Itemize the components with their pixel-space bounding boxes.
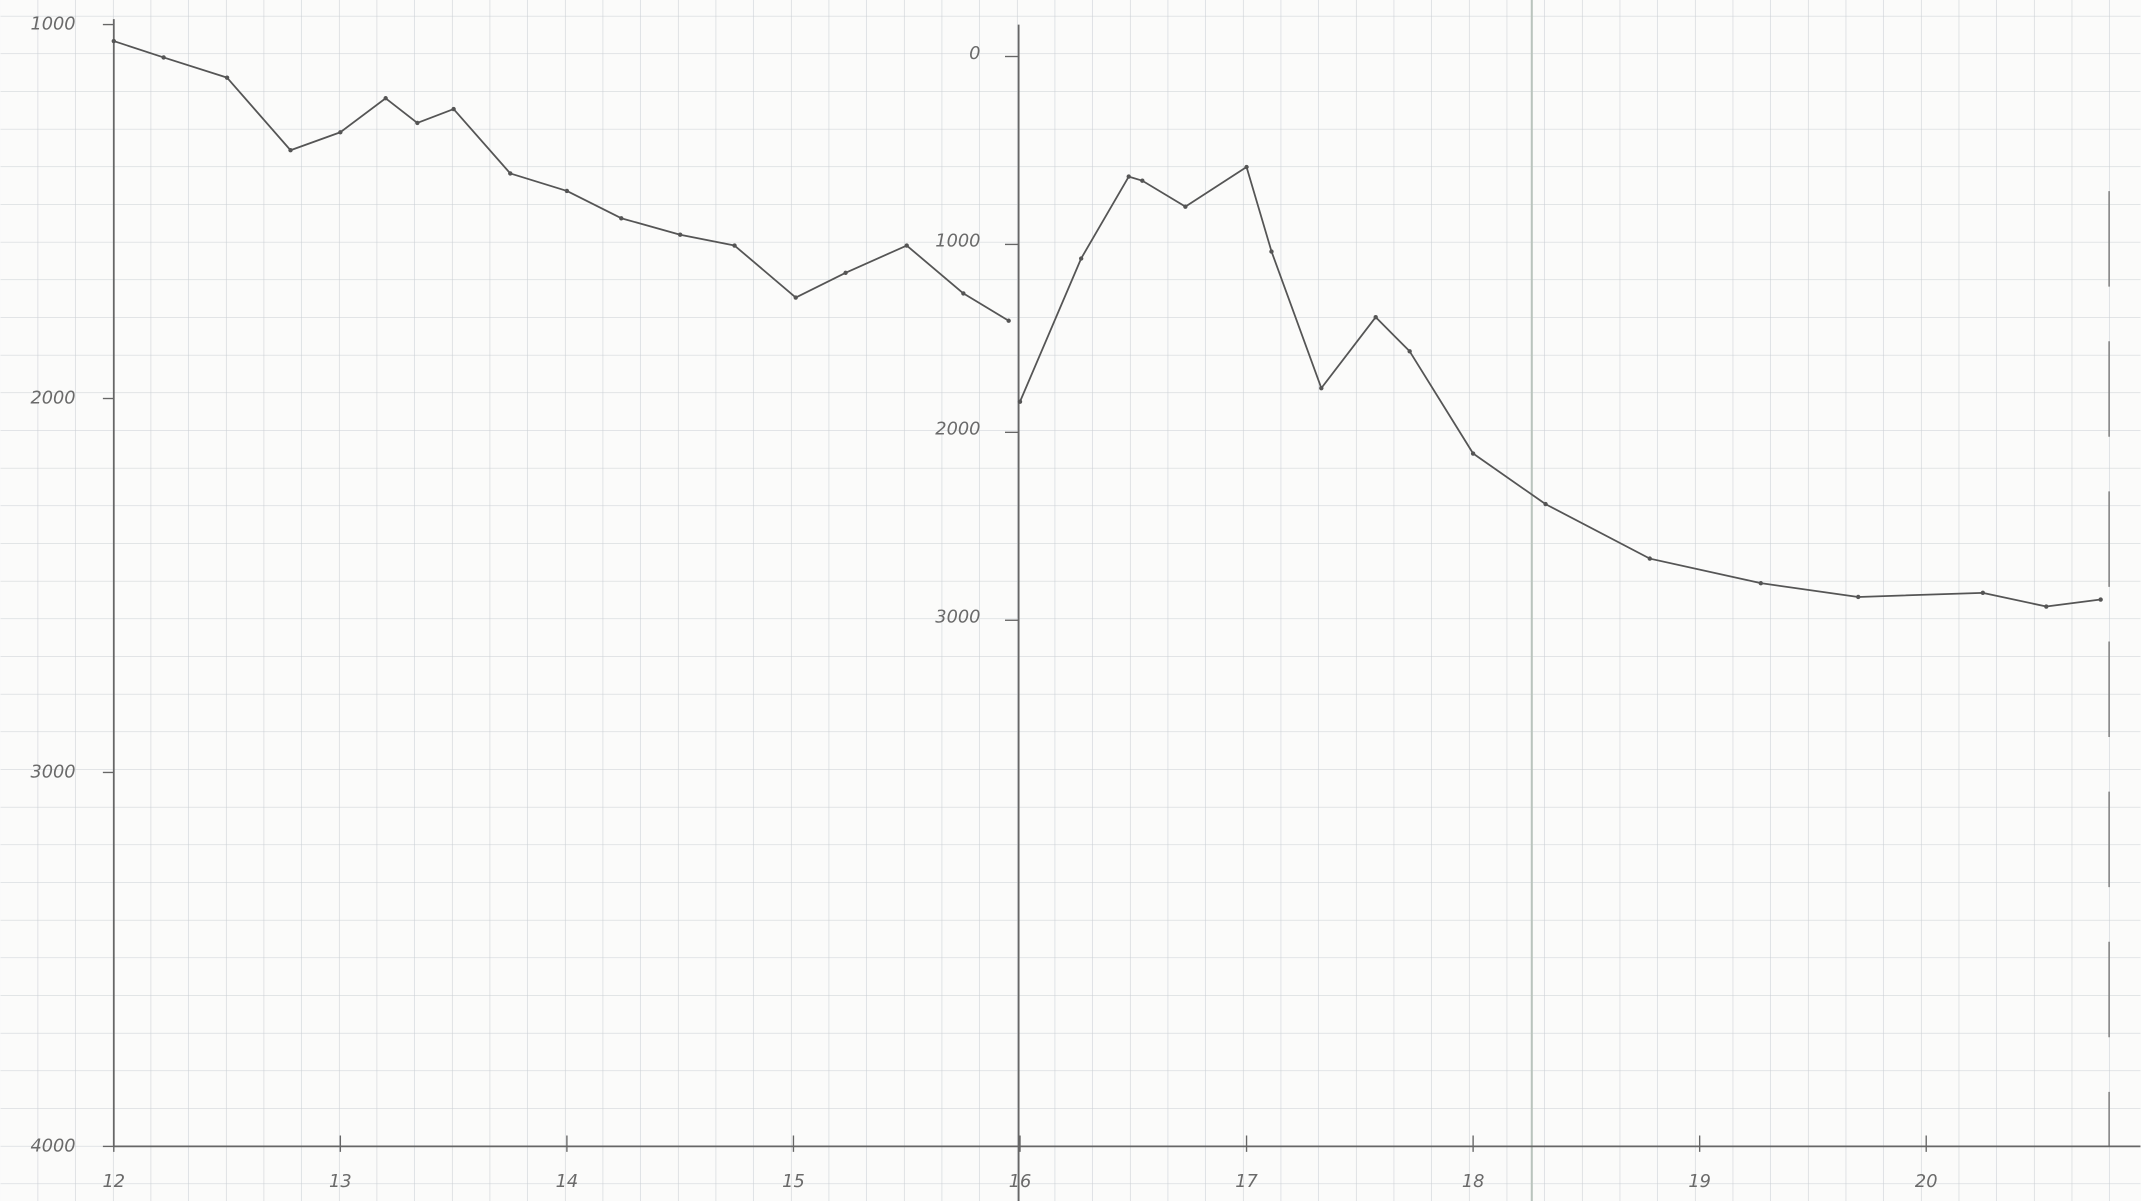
data-point — [224, 75, 230, 80]
data-point — [564, 188, 570, 194]
data-point — [1006, 318, 1011, 323]
data-point — [383, 96, 388, 101]
data-point — [1017, 399, 1023, 404]
data-point — [904, 243, 909, 248]
x-tick-label: 16 — [1009, 1172, 1032, 1192]
data-point — [2044, 604, 2049, 609]
y2-tick-label: 2000 — [935, 420, 980, 440]
data-point — [793, 295, 798, 300]
x-tick-label: 20 — [1915, 1172, 1938, 1192]
data-point — [161, 55, 166, 60]
x-tick-label: 13 — [329, 1172, 352, 1192]
data-point — [1269, 249, 1274, 254]
x-tick-label: 15 — [782, 1172, 805, 1192]
data-point — [288, 148, 293, 153]
data-point — [1980, 590, 1986, 595]
data-point — [338, 130, 343, 135]
data-point — [843, 270, 848, 276]
data-point — [451, 106, 456, 112]
y-tick-label: 4000 — [30, 1136, 75, 1156]
data-point — [1373, 314, 1378, 320]
data-line — [113, 40, 1010, 322]
data-point — [1758, 581, 1764, 586]
plot-area: 1000 2000 3000 4000 0 1000 2000 3000 12 13 14 15 16 1… — [30, 15, 2141, 1201]
data-point — [732, 243, 737, 248]
data-line — [1019, 166, 2101, 608]
x-tick-label: 14 — [556, 1172, 579, 1192]
data-point — [508, 171, 513, 176]
data-point — [1126, 174, 1131, 179]
y2-tick-label: 1000 — [935, 232, 980, 252]
y2-tick-label: 0 — [969, 44, 980, 64]
data-point — [1078, 256, 1084, 261]
data-point — [1183, 204, 1188, 209]
data-point — [1543, 501, 1548, 507]
x-tick-label: 17 — [1235, 1172, 1258, 1192]
data-point — [1244, 164, 1249, 170]
data-point — [1647, 556, 1653, 561]
data-point — [619, 216, 624, 221]
y-tick-label: 2000 — [30, 389, 75, 409]
data-point — [111, 38, 116, 44]
data-point — [1407, 349, 1412, 354]
data-point — [1470, 451, 1476, 456]
data-point — [961, 291, 966, 296]
y2-tick-label: 3000 — [935, 608, 980, 628]
data-point — [1856, 594, 1861, 600]
x-tick-label: 18 — [1462, 1172, 1485, 1192]
data-point — [677, 232, 683, 237]
data-point — [2098, 597, 2103, 602]
y-tick-label: 3000 — [30, 762, 75, 782]
data-point — [415, 120, 420, 126]
x-tick-label: 12 — [103, 1172, 126, 1192]
x-tick-label: 19 — [1688, 1172, 1711, 1192]
data-point — [1319, 385, 1324, 391]
data-point — [1140, 178, 1145, 183]
y-tick-label: 1000 — [30, 15, 75, 35]
